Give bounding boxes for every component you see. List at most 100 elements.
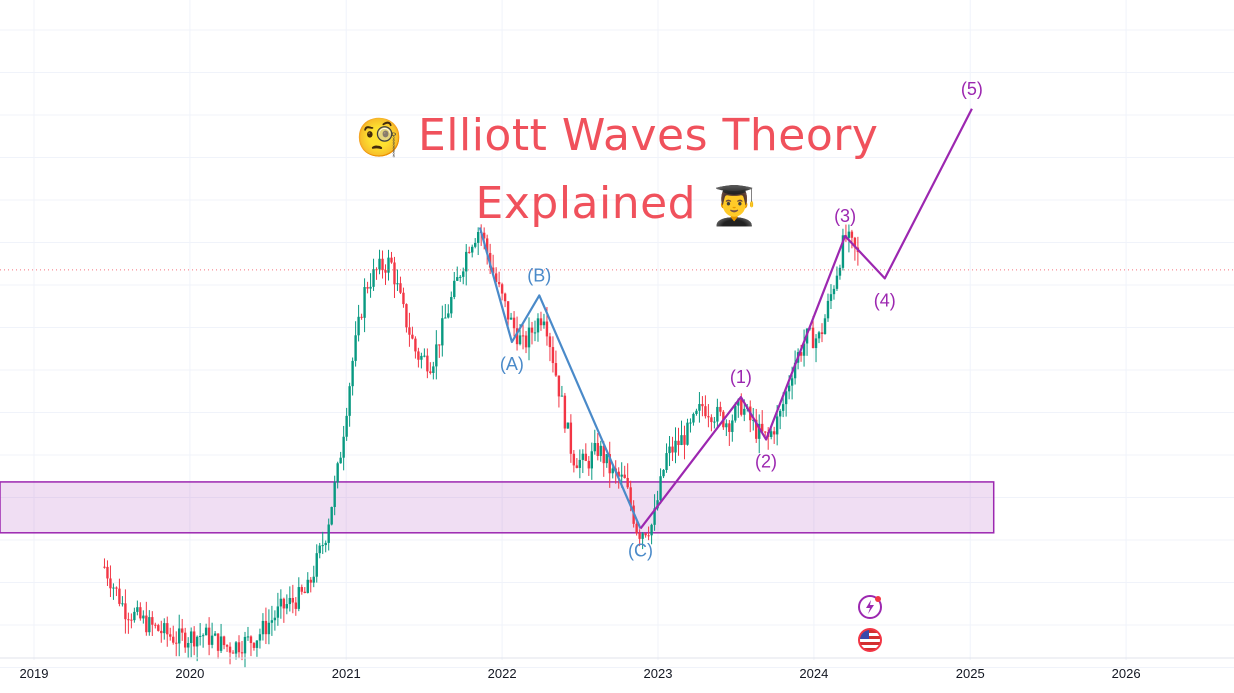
candle bbox=[817, 330, 821, 344]
candle-body bbox=[112, 587, 115, 589]
candle-body bbox=[438, 344, 441, 346]
candle bbox=[136, 600, 139, 616]
candle bbox=[360, 313, 363, 320]
candle-body bbox=[402, 292, 405, 305]
candle bbox=[142, 610, 145, 624]
candle bbox=[201, 633, 205, 648]
candle-body bbox=[291, 597, 295, 603]
candle-body bbox=[192, 631, 196, 647]
flash-icon[interactable] bbox=[857, 594, 882, 619]
candle-body bbox=[524, 335, 528, 348]
candle bbox=[276, 592, 280, 626]
candle bbox=[704, 395, 707, 419]
candle bbox=[309, 577, 312, 593]
candle-body bbox=[417, 351, 420, 360]
candle bbox=[240, 641, 244, 661]
candle bbox=[432, 361, 435, 380]
candle bbox=[399, 276, 402, 295]
candle bbox=[707, 404, 710, 428]
candle bbox=[527, 317, 531, 361]
candle bbox=[183, 627, 187, 653]
candle-body bbox=[728, 423, 731, 432]
candle-body bbox=[103, 566, 106, 568]
us-flag-icon[interactable] bbox=[857, 627, 882, 652]
candle-body bbox=[829, 294, 833, 301]
candle bbox=[237, 635, 241, 659]
corrective-wave-label: (C) bbox=[628, 541, 653, 561]
candle-body bbox=[674, 440, 677, 453]
candle bbox=[560, 385, 564, 397]
x-tick-label: 2026 bbox=[1112, 666, 1141, 681]
candle bbox=[841, 228, 845, 271]
candle-body bbox=[838, 267, 842, 276]
candle-body bbox=[201, 635, 205, 637]
candle bbox=[306, 572, 309, 594]
candle bbox=[459, 275, 462, 282]
candle-body bbox=[127, 619, 130, 621]
candle bbox=[674, 427, 677, 464]
candle bbox=[429, 362, 432, 375]
x-tick-label: 2024 bbox=[799, 666, 828, 681]
candle bbox=[566, 422, 570, 429]
candle bbox=[584, 443, 588, 462]
candle-body bbox=[596, 442, 599, 456]
candle-body bbox=[560, 395, 564, 397]
candle-body bbox=[781, 404, 785, 411]
candle-body bbox=[357, 316, 360, 336]
candle-body bbox=[826, 300, 830, 319]
candle-body bbox=[115, 587, 118, 589]
candle bbox=[650, 523, 653, 545]
candle bbox=[444, 303, 447, 319]
candle bbox=[318, 542, 321, 559]
candle-body bbox=[734, 405, 737, 421]
candle-body bbox=[569, 422, 573, 454]
candle bbox=[154, 622, 157, 629]
candle-body bbox=[686, 422, 689, 445]
candle-body bbox=[240, 652, 244, 654]
candle-body bbox=[635, 523, 638, 534]
candle bbox=[405, 303, 408, 333]
candle-body bbox=[755, 419, 758, 439]
candle bbox=[342, 425, 345, 471]
candle bbox=[381, 250, 384, 279]
candle-body bbox=[270, 620, 274, 623]
candle-body bbox=[276, 606, 280, 618]
candle-body bbox=[581, 453, 585, 460]
candle-body bbox=[106, 566, 109, 579]
candle-body bbox=[186, 642, 190, 648]
candle-body bbox=[764, 431, 767, 433]
candle bbox=[662, 468, 665, 479]
candle bbox=[784, 388, 788, 417]
candle bbox=[835, 266, 839, 291]
candle-body bbox=[267, 622, 271, 635]
candle bbox=[719, 401, 722, 417]
candle bbox=[273, 610, 277, 631]
candle bbox=[778, 408, 782, 430]
impulse-wave-label: (3) bbox=[834, 206, 856, 226]
candle bbox=[411, 326, 414, 340]
candle-body bbox=[210, 635, 214, 645]
candle-body bbox=[841, 235, 845, 268]
candle bbox=[665, 443, 668, 473]
candle-body bbox=[354, 335, 357, 361]
candle-body bbox=[327, 524, 330, 543]
candle-body bbox=[548, 336, 552, 348]
corrective-wave-line bbox=[478, 227, 642, 530]
candle-body bbox=[213, 633, 217, 636]
candle bbox=[354, 321, 357, 367]
candle-body bbox=[590, 451, 593, 469]
candle bbox=[160, 620, 163, 643]
candle bbox=[826, 293, 830, 322]
candle bbox=[109, 565, 112, 598]
candle-body bbox=[769, 431, 773, 437]
candle-body bbox=[605, 454, 608, 464]
candle-body bbox=[707, 416, 710, 418]
candle-body bbox=[225, 645, 229, 647]
x-tick-label: 2020 bbox=[175, 666, 204, 681]
candle bbox=[581, 449, 585, 474]
candle-body bbox=[713, 421, 716, 423]
candle bbox=[315, 544, 318, 583]
candle bbox=[509, 312, 513, 320]
candle-body bbox=[294, 602, 298, 609]
candle-body bbox=[306, 579, 309, 593]
